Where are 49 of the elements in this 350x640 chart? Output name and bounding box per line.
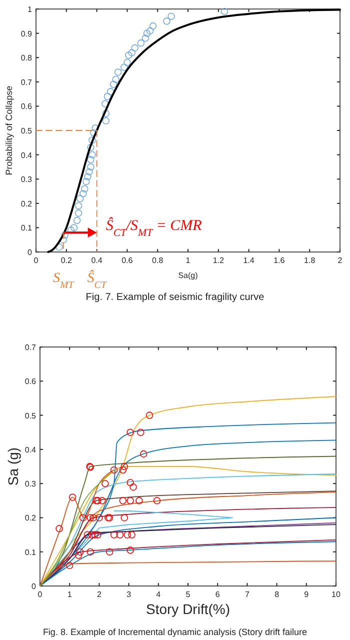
y-tick-label: 0 [32,582,37,591]
x-tick-label: 0 [38,590,43,599]
y-tick-label: 0.7 [20,78,33,87]
y-tick-label: 0.2 [24,514,37,523]
y-tick-label: 0.6 [24,377,37,386]
x-tick-label: 1.2 [212,256,225,265]
x-tick-label: 4 [156,590,162,599]
y-axis-title: Probability of Collapse [4,86,14,176]
x-tick-label: 1.6 [274,256,286,265]
x-tick-label: 8 [274,590,280,599]
y-tick-label: 0.4 [20,150,33,160]
y-tick-label: 0.6 [20,102,33,112]
x-tick-label: 0.2 [60,256,73,265]
x-tick-label: 9 [304,590,310,599]
text: Fig. 8. Example of Incremental dynamic analysis (Story drift failure [42,627,308,637]
x-tick-label: 7 [244,590,250,599]
y-tick-label: 0.9 [20,29,33,38]
y-tick-label: 0.5 [24,411,37,420]
x-tick-label: 5 [186,590,191,599]
y-tick-label: 0.7 [24,343,37,352]
x-tick-label: 10 [332,590,341,599]
text: Fig. 7. Example of seismic fragility curve [86,292,265,303]
x-axis-title: Story Drift(%) [146,601,230,617]
y-axis-title: Sa (g) [5,447,21,486]
x-tick-label: 0.8 [152,256,164,265]
y-tick-label: 0 [28,248,33,257]
y-tick-label: 0.4 [24,445,37,454]
x-tick-label: 1.4 [243,256,255,265]
x-axis-title: Sa(g) [178,271,198,280]
x-tick-label: 1.8 [304,256,316,265]
y-tick-label: 0.1 [20,224,33,233]
y-tick-label: 0.3 [20,175,33,184]
x-tick-label: 1 [186,256,191,265]
x-tick-label: 3 [126,590,132,599]
x-tick-label: 1 [67,590,72,599]
y-tick-label: 0.3 [24,480,37,489]
x-tick-label: 0.4 [91,256,103,265]
x-tick-label: 0.6 [122,256,134,265]
x-tick-label: 6 [215,590,220,599]
y-tick-label: 0.2 [20,199,33,208]
text: S$_{MT}$ [53,271,76,290]
y-tick-label: 0.8 [20,54,33,63]
x-tick-label: 2 [338,256,343,265]
text: Ŝ$_{CT}$ [87,269,108,290]
x-tick-label: 2 [96,590,102,599]
annotation: Ŝ$_{CT}$/S$_{MT}$ = CMR [106,217,202,239]
y-tick-label: 0.1 [24,548,37,557]
y-tick-label: 0.5 [20,126,33,136]
y-tick-label: 1 [28,5,33,14]
